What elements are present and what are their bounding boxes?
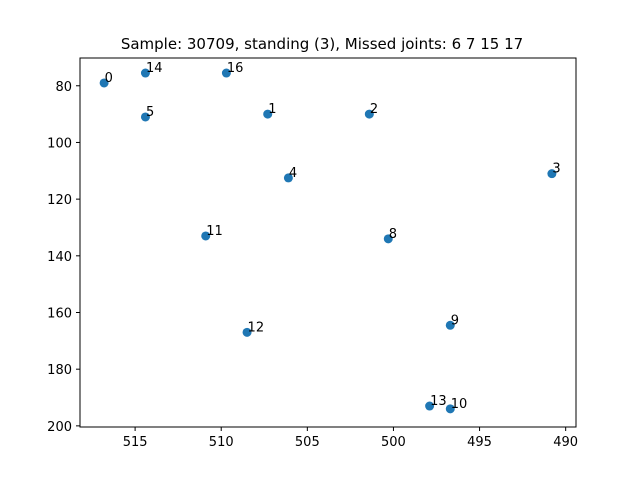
- y-tick-label: 180: [47, 363, 72, 378]
- scatter-point: [140, 112, 150, 122]
- y-tick-label: 80: [55, 80, 72, 95]
- chart-title: Sample: 30709, standing (3), Missed join…: [121, 35, 523, 53]
- scatter-point: [547, 169, 557, 179]
- scatter-point: [140, 68, 150, 78]
- scatter-point: [425, 401, 435, 411]
- point-label: 11: [206, 224, 223, 239]
- x-tick-label: 490: [553, 435, 578, 450]
- point-label: 8: [389, 227, 397, 242]
- point-label: 12: [248, 320, 265, 335]
- y-tick-label: 100: [47, 136, 72, 151]
- y-tick-label: 160: [47, 307, 72, 322]
- plot-frame: [79, 57, 577, 428]
- scatter-point: [99, 78, 109, 88]
- point-label: 1: [268, 102, 276, 117]
- plot-area: 515 510 505 500 495 4908010012014016018020001…: [47, 61, 578, 450]
- scatter-point: [445, 320, 455, 330]
- scatter-point: [383, 234, 393, 244]
- y-tick-label: 120: [47, 193, 72, 208]
- point-label: 10: [451, 397, 468, 412]
- point-label: 0: [105, 71, 113, 86]
- point-label: 2: [370, 102, 378, 117]
- scatter-point: [263, 109, 273, 119]
- point-label: 16: [227, 61, 244, 76]
- point-label: 13: [430, 394, 447, 409]
- scatter-point: [242, 327, 252, 337]
- x-tick-label: 510: [209, 435, 234, 450]
- y-tick-label: 140: [47, 250, 72, 265]
- x-tick-label: 515: [123, 435, 148, 450]
- x-tick-label: 505: [295, 435, 320, 450]
- point-label: 5: [146, 105, 154, 120]
- scatter-point: [364, 109, 374, 119]
- scatter-point: [283, 173, 293, 183]
- point-label: 4: [289, 166, 297, 181]
- scatter-point: [221, 68, 231, 78]
- y-tick-label: 200: [47, 420, 72, 435]
- scatter-point: [201, 231, 211, 241]
- x-tick-label: 495: [467, 435, 492, 450]
- x-tick-label: 500: [381, 435, 406, 450]
- point-label: 14: [146, 61, 163, 76]
- scatter-point: [445, 404, 455, 414]
- point-label: 3: [552, 162, 560, 177]
- point-label: 9: [451, 313, 459, 328]
